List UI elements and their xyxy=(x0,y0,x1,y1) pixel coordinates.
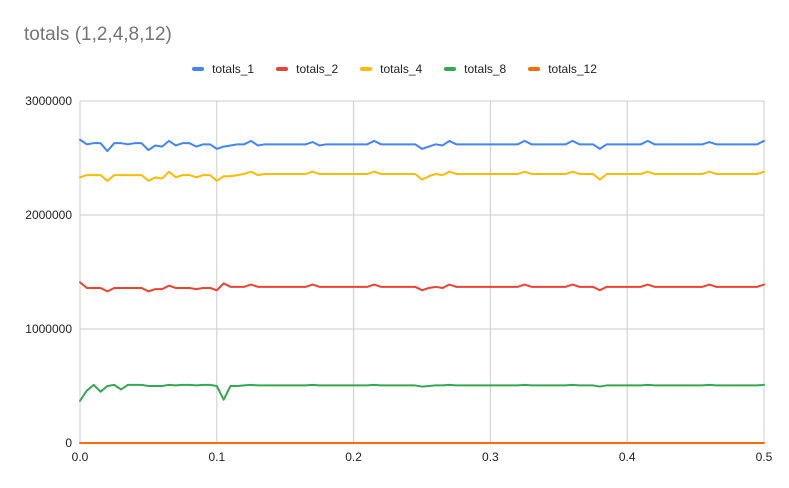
y-tick-label: 2000000 xyxy=(25,208,72,222)
legend: totals_1 totals_2 totals_4 totals_8 totals_1… xyxy=(0,62,789,76)
y-tick-label: 0 xyxy=(65,436,72,450)
x-tick-label: 0.1 xyxy=(208,450,225,464)
y-tick-label: 1000000 xyxy=(25,322,72,336)
legend-item-totals_8: totals_8 xyxy=(444,62,506,76)
legend-label: totals_12 xyxy=(548,62,597,76)
legend-swatch xyxy=(192,67,205,71)
legend-item-totals_2: totals_2 xyxy=(276,62,338,76)
legend-label: totals_4 xyxy=(380,62,423,76)
legend-label: totals_8 xyxy=(464,62,507,76)
series-line-totals_2 xyxy=(79,281,765,293)
x-tick-label: 0.4 xyxy=(619,450,636,464)
x-tick-label: 0.2 xyxy=(345,450,362,464)
series-line-totals_8 xyxy=(79,383,765,402)
legend-swatch xyxy=(444,67,457,71)
legend-swatch xyxy=(360,67,373,71)
legend-swatch xyxy=(528,67,541,71)
legend-item-totals_4: totals_4 xyxy=(360,62,422,76)
legend-label: totals_2 xyxy=(296,62,339,76)
legend-item-totals_1: totals_1 xyxy=(192,62,254,76)
legend-item-totals_12: totals_12 xyxy=(528,62,597,76)
x-tick-label: 0.5 xyxy=(756,450,773,464)
legend-label: totals_1 xyxy=(212,62,255,76)
x-tick-label: 0.0 xyxy=(72,450,89,464)
x-tick-label: 0.3 xyxy=(482,450,499,464)
series-line-totals_4 xyxy=(79,170,765,182)
y-tick-label: 3000000 xyxy=(25,94,72,108)
chart-title: totals (1,2,4,8,12) xyxy=(24,24,172,45)
series-line-totals_1 xyxy=(79,138,765,153)
legend-swatch xyxy=(276,67,289,71)
